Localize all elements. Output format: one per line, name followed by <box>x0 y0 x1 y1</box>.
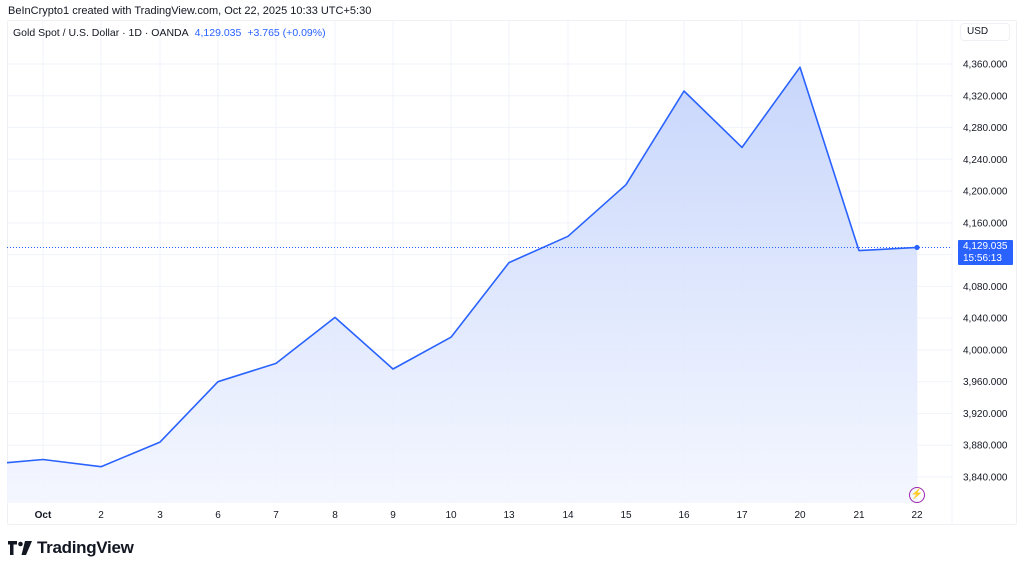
price-tick-label: 4,200.000 <box>963 187 1008 198</box>
price-tag-value: 4,129.035 <box>963 241 1008 252</box>
price-tick-label: 4,040.000 <box>963 314 1008 325</box>
symbol-title: Gold Spot / U.S. Dollar · 1D · OANDA <box>13 27 189 39</box>
price-tick-label: 3,920.000 <box>963 409 1008 420</box>
price-tick-label: 4,240.000 <box>963 155 1008 166</box>
time-tick-label: 14 <box>562 510 574 521</box>
price-tick-label: 4,080.000 <box>963 282 1008 293</box>
price-change: +3.765 (+0.09%) <box>247 27 326 39</box>
time-tick-label: 16 <box>678 510 690 521</box>
last-price-dot <box>914 244 920 251</box>
time-tick-label: 10 <box>445 510 457 521</box>
price-line[interactable] <box>6 66 918 468</box>
time-tick-label: 3 <box>157 510 163 521</box>
price-tick-label: 4,000.000 <box>963 345 1008 356</box>
time-tick-label: 8 <box>332 510 338 521</box>
price-tick-label: 4,320.000 <box>963 91 1008 102</box>
price-tick-label: 3,840.000 <box>963 473 1008 484</box>
time-tick-label: 9 <box>390 510 396 521</box>
time-tick-label: 17 <box>736 510 748 521</box>
chart-credit: BeInCrypto1 created with TradingView.com… <box>8 5 372 17</box>
chart-frame <box>7 20 1017 525</box>
tradingview-logo[interactable]: TradingView <box>8 538 134 558</box>
tradingview-logo-icon <box>8 541 32 555</box>
price-axis[interactable]: 4,360.000 4,320.000 4,280.000 4,240.000 4,20… <box>963 60 1008 484</box>
time-tick-label: 2 <box>98 510 104 521</box>
time-tick-label: 21 <box>853 510 865 521</box>
currency-button[interactable]: USD <box>960 23 1010 41</box>
brand-name: TradingView <box>37 538 134 557</box>
time-tick-label: 6 <box>215 510 221 521</box>
time-axis[interactable]: Oct 2 3 6 7 8 9 10 13 14 15 16 17 20 21 22 <box>35 510 923 521</box>
price-tick-label: 3,960.000 <box>963 377 1008 388</box>
time-tick-label: 15 <box>620 510 632 521</box>
price-tag-countdown: 15:56:13 <box>963 252 1002 264</box>
time-tick-label: 20 <box>794 510 806 521</box>
price-tick-label: 4,280.000 <box>963 123 1008 134</box>
time-tick-label: 7 <box>273 510 279 521</box>
price-tag: 4,129.035 15:56:13 <box>958 240 1013 265</box>
time-tick-label: Oct <box>35 510 52 521</box>
price-area-fill <box>7 67 917 503</box>
time-tick-label: 13 <box>503 510 515 521</box>
lightning-event-icon[interactable]: ⚡ <box>909 487 925 503</box>
price-tick-label: 3,880.000 <box>963 441 1008 452</box>
price-tick-label: 4,360.000 <box>963 60 1008 71</box>
price-tick-label: 4,160.000 <box>963 218 1008 229</box>
symbol-legend[interactable]: Gold Spot / U.S. Dollar · 1D · OANDA 4,12… <box>13 27 326 39</box>
last-price: 4,129.035 <box>194 27 242 39</box>
time-tick-label: 22 <box>911 510 923 521</box>
